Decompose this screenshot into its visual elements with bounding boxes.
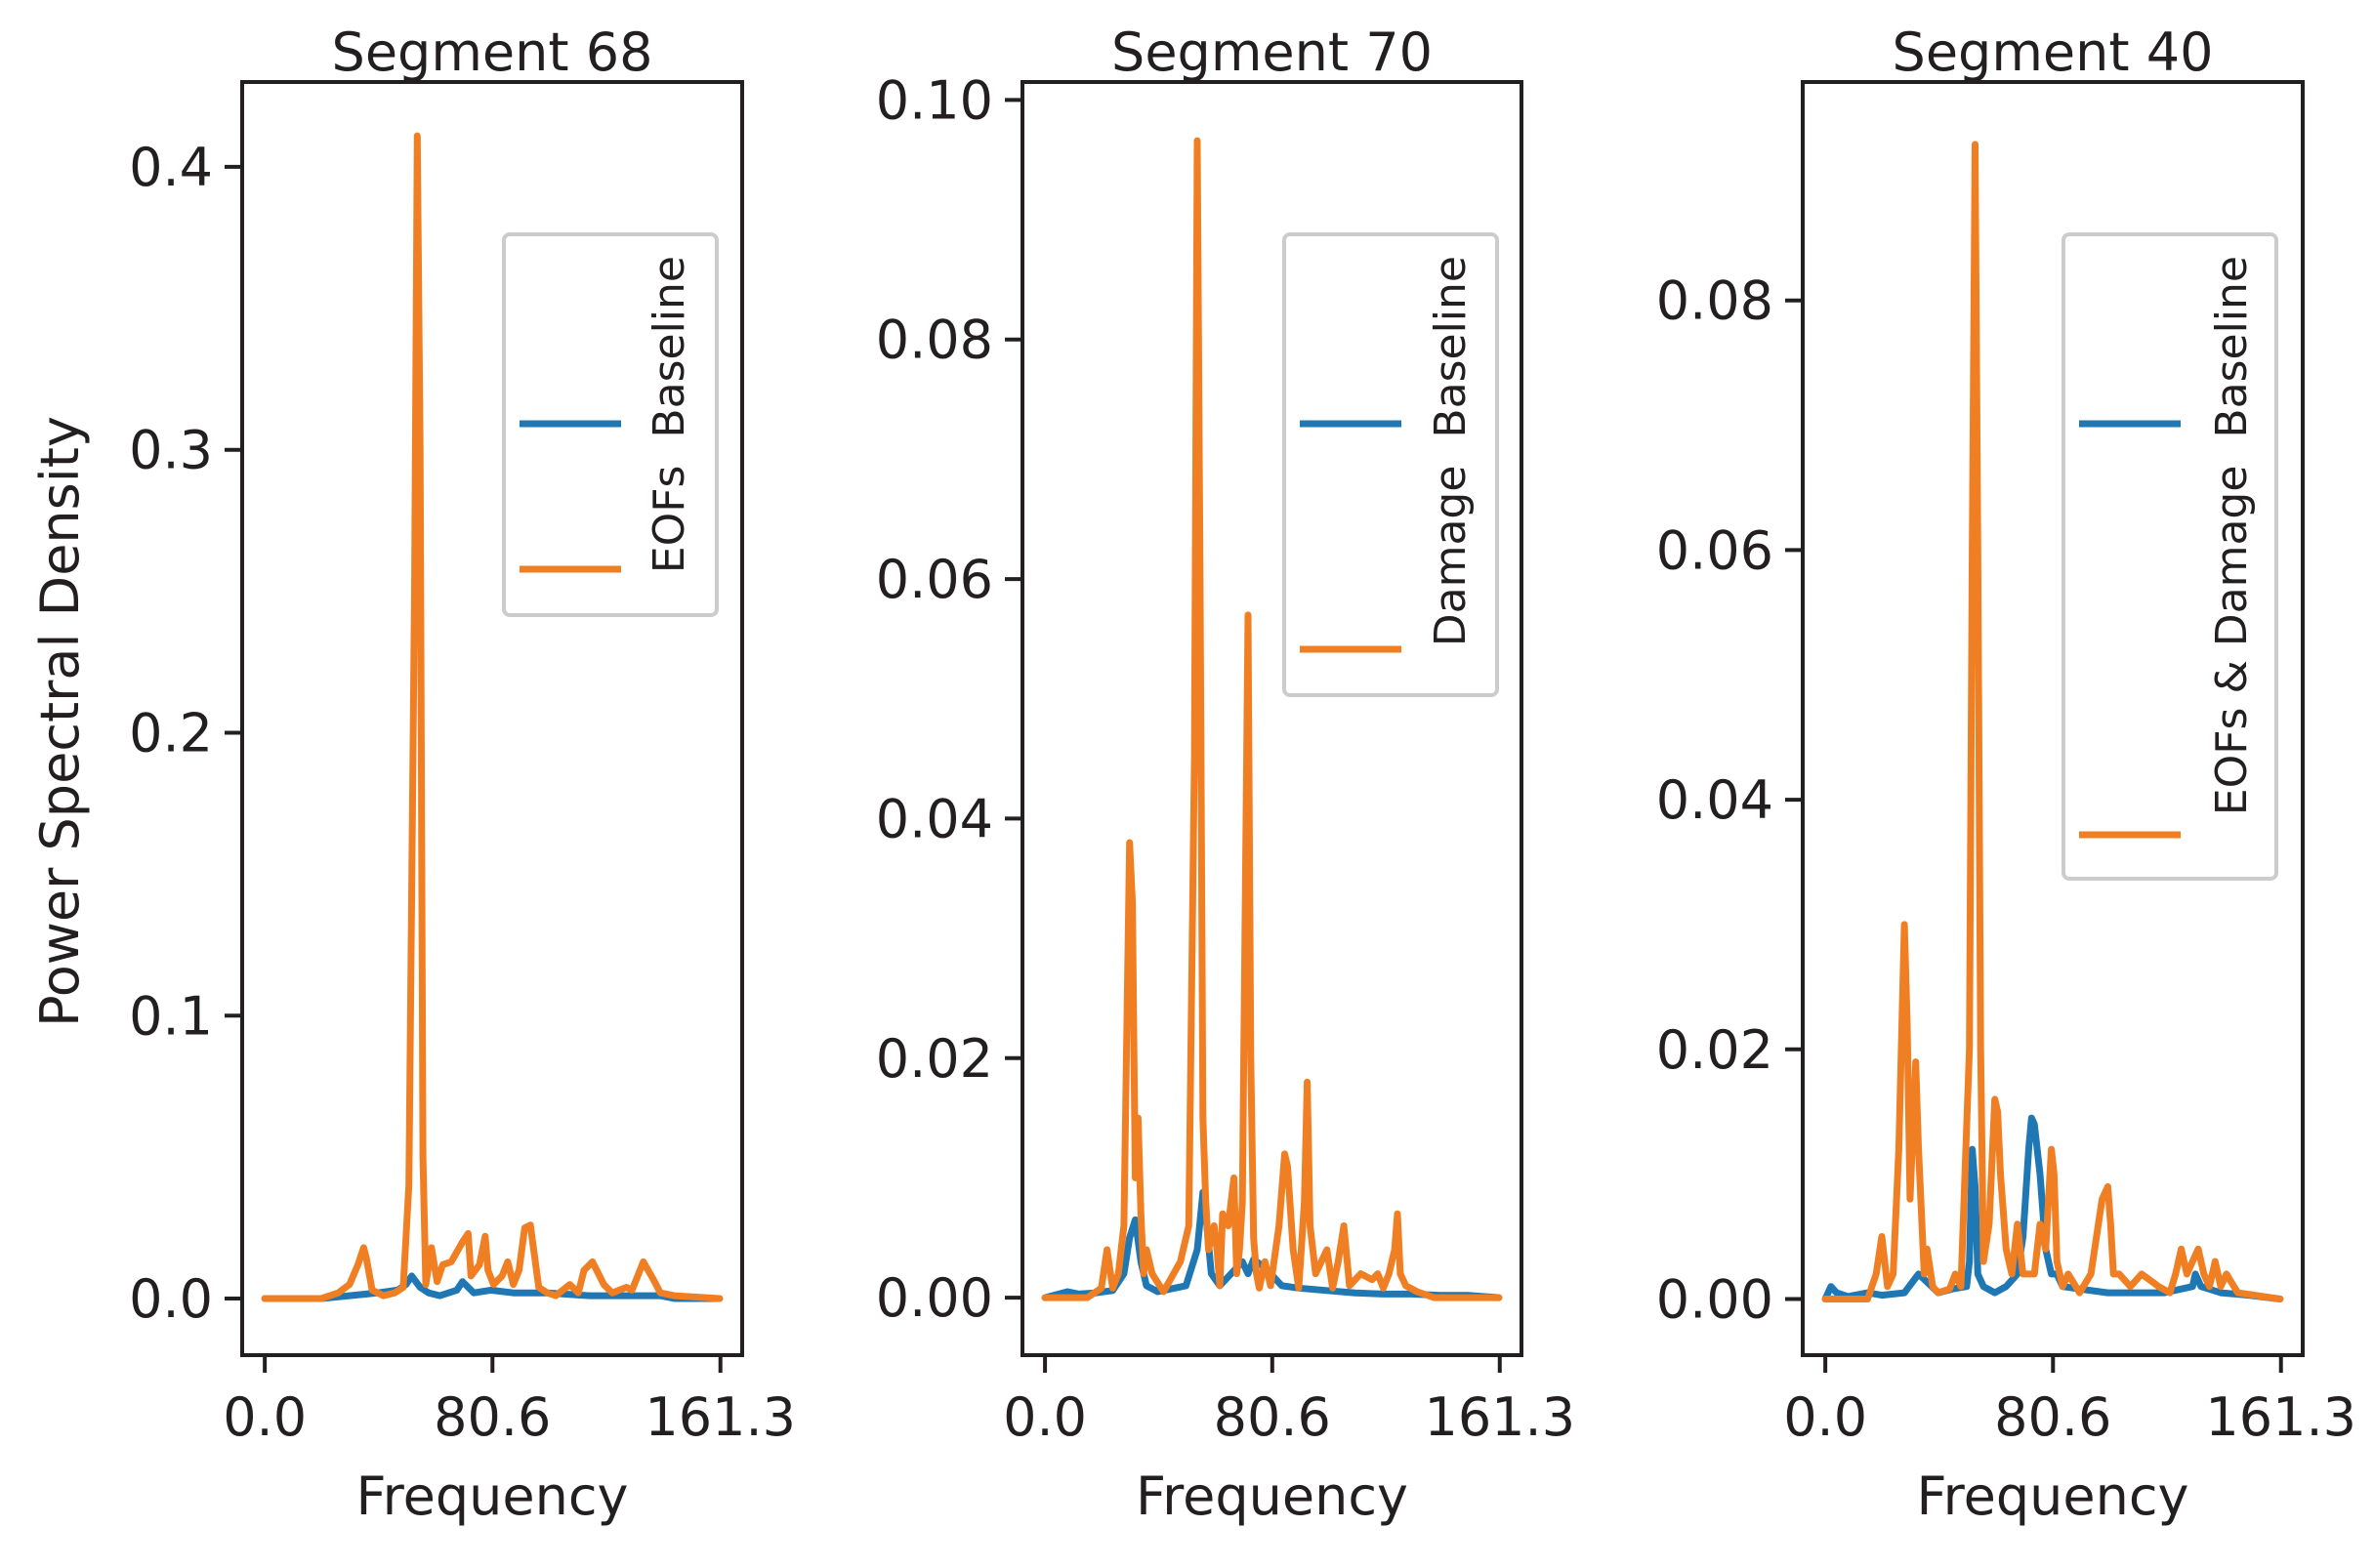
x-axis-label: Frequency [356,1465,629,1527]
x-tick-label: 0.0 [1003,1386,1087,1448]
legend: Baseline Damage [1282,232,1499,697]
series-line-eofs-damage [1821,141,2284,1302]
y-tick-label: 0.0 [129,1268,213,1330]
y-tick-label: 0.2 [129,702,213,763]
x-tick-label: 80.6 [1214,1386,1331,1448]
x-tick-label: 0.0 [223,1386,307,1448]
x-tick-label: 0.0 [1783,1386,1867,1448]
subplot-title: Segment 70 [1111,21,1433,83]
y-tick-label: 0.4 [129,137,213,198]
subplot-3: Segment 40 0.0 80.6 161.3 0.00 0.02 0.04 0.06 0.… [1656,21,2356,1527]
legend-label: EOFs & Damage [2207,466,2257,816]
subplot-1: Segment 68 0.0 80.6 161.3 0.0 0.1 0.2 0.3 0.4 Fre… [129,21,796,1527]
x-axis-label: Frequency [1136,1465,1408,1527]
x-tick-label: 80.6 [434,1386,551,1448]
legend-frame [1282,232,1499,697]
legend-label: Damage [1426,466,1476,647]
y-tick-label: 0.02 [876,1028,993,1090]
y-tick-label: 0.10 [876,69,993,131]
y-tick-label: 0.00 [876,1267,993,1329]
x-tick-label: 161.3 [645,1386,796,1448]
y-tick-label: 0.04 [876,788,993,849]
y-tick-label: 0.06 [1656,519,1773,581]
legend: Baseline EOFs & Damage [2062,232,2278,881]
subplot-2: Segment 70 0.0 80.6 161.3 0.00 0.02 0.04 0.06 0.… [876,21,1575,1527]
legend-frame [2062,232,2278,881]
legend-label: Baseline [645,256,694,438]
subplot-title: Segment 40 [1893,21,2214,83]
legend-label: EOFs [645,466,694,574]
series-line-baseline [1041,1188,1503,1301]
y-tick-label: 0.08 [1656,270,1773,332]
y-tick-label: 0.3 [129,420,213,481]
y-tick-label: 0.08 [876,309,993,371]
subplot-title: Segment 68 [332,21,653,83]
y-tick-label: 0.06 [876,549,993,610]
legend-label: Baseline [1426,256,1476,438]
legend-label: Baseline [2207,256,2257,438]
y-tick-label: 0.02 [1656,1019,1773,1081]
x-tick-label: 80.6 [1994,1386,2111,1448]
x-axis-label: Frequency [1917,1465,2189,1527]
y-tick-label: 0.1 [129,985,213,1047]
series-line-damage [1041,137,1503,1301]
x-tick-label: 161.3 [1424,1386,1575,1448]
series-line-eofs [261,132,724,1302]
figure-ylabel: Power Spectral Density [29,416,91,1027]
y-tick-label: 0.00 [1656,1268,1773,1330]
y-tick-label: 0.04 [1656,769,1773,831]
x-tick-label: 161.3 [2205,1386,2356,1448]
legend: Baseline EOFs [502,232,719,617]
